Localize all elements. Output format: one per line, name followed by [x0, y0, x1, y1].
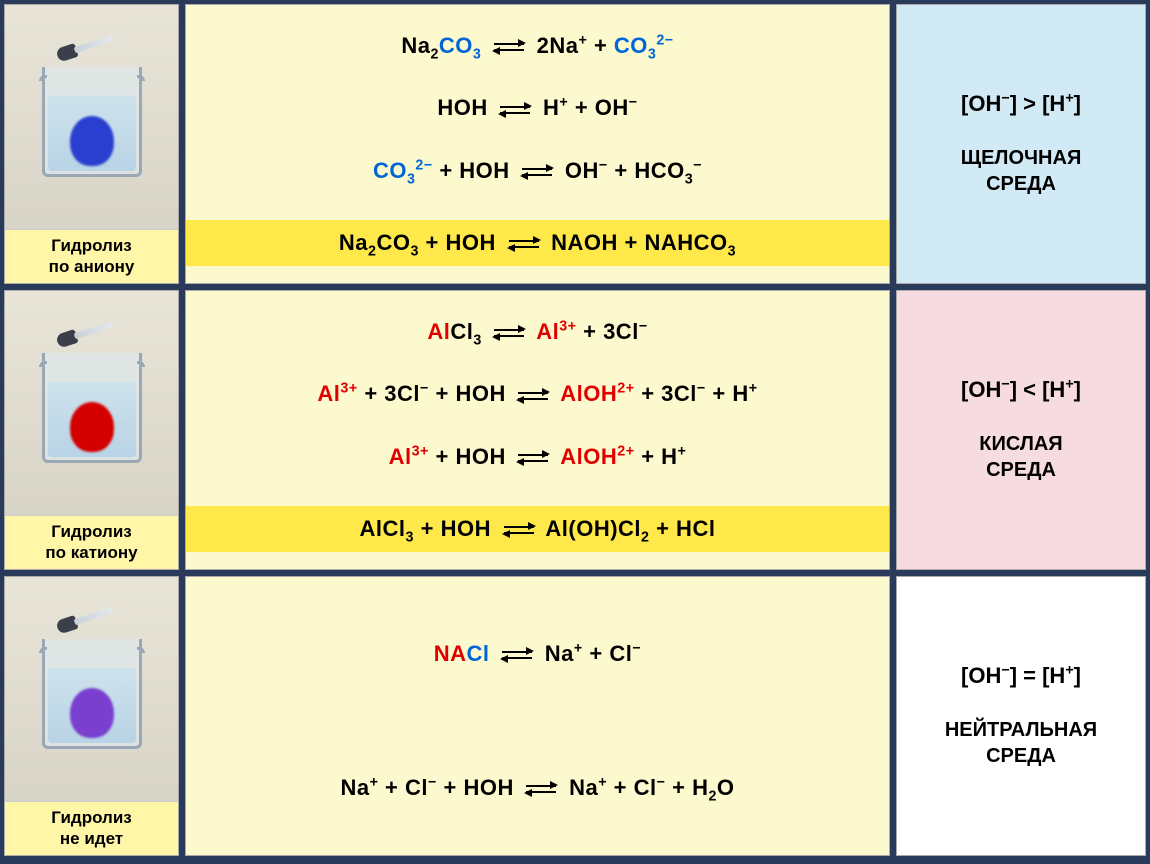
- hydrolysis-row-anion: Гидролизпо аниону Na2CO3 2Na+ + CO32− HOH …: [4, 4, 1146, 284]
- indicator-blob: [70, 402, 114, 452]
- equation-line: NACl Na+ + Cl−: [192, 641, 883, 667]
- equilibrium-arrow-icon: [516, 449, 550, 467]
- environment-cell: [OH−] = [H+] НЕЙТРАЛЬНАЯСРЕДА: [896, 576, 1146, 856]
- equilibrium-arrow-icon: [502, 521, 536, 539]
- equation-line: Na2CO3 + HOH NAOH + NAHCO3: [186, 220, 889, 266]
- equations-cell: AlCl3 Al3+ + 3Cl− Al3+ + 3Cl− + HOH AlOH2…: [185, 290, 890, 570]
- ion-condition: [OH−] = [H+]: [961, 663, 1081, 689]
- environment-label: КИСЛАЯСРЕДА: [979, 431, 1062, 483]
- equation-line: Na2CO3 2Na+ + CO32−: [192, 33, 883, 59]
- indicator-blob: [70, 688, 114, 738]
- indicator-blob: [70, 116, 114, 166]
- equilibrium-arrow-icon: [516, 387, 550, 405]
- ion-condition: [OH−] > [H+]: [961, 91, 1081, 117]
- beaker-illustration: [5, 577, 178, 801]
- beaker-icon: [42, 629, 142, 749]
- hydrolysis-type-label: Гидролизпо катиону: [5, 515, 178, 569]
- equation-line: AlCl3 + HOH Al(OH)Cl2 + HCl: [186, 506, 889, 552]
- equations-cell: NACl Na+ + Cl− Na+ + Cl− + HOH Na+ + Cl− …: [185, 576, 890, 856]
- hydrolysis-row-cation: Гидролизпо катиону AlCl3 Al3+ + 3Cl− Al3+ …: [4, 290, 1146, 570]
- equilibrium-arrow-icon: [500, 646, 534, 664]
- equilibrium-arrow-icon: [507, 235, 541, 253]
- beaker-illustration: [5, 5, 178, 229]
- equation-line: Al3+ + HOH AlOH2+ + H+: [192, 444, 883, 470]
- environment-label: НЕЙТРАЛЬНАЯСРЕДА: [945, 717, 1097, 769]
- equation-line: Na+ + Cl− + HOH Na+ + Cl− + H2O: [192, 775, 883, 801]
- environment-cell: [OH−] < [H+] КИСЛАЯСРЕДА: [896, 290, 1146, 570]
- environment-label: ЩЕЛОЧНАЯСРЕДА: [961, 145, 1082, 197]
- environment-cell: [OH−] > [H+] ЩЕЛОЧНАЯСРЕДА: [896, 4, 1146, 284]
- equilibrium-arrow-icon: [520, 163, 554, 181]
- equilibrium-arrow-icon: [492, 324, 526, 342]
- equation-line: HOH H+ + OH−: [192, 95, 883, 121]
- beaker-icon: [42, 57, 142, 177]
- hydrolysis-row-none: Гидролизне идет NACl Na+ + Cl− Na+ + Cl− +…: [4, 576, 1146, 856]
- left-cell: Гидролизпо катиону: [4, 290, 179, 570]
- left-cell: Гидролизне идет: [4, 576, 179, 856]
- ion-condition: [OH−] < [H+]: [961, 377, 1081, 403]
- equation-line: CO32− + HOH OH− + HCO3−: [192, 158, 883, 184]
- equation-line: Al3+ + 3Cl− + HOH AlOH2+ + 3Cl− + H+: [192, 381, 883, 407]
- left-cell: Гидролизпо аниону: [4, 4, 179, 284]
- equation-line: AlCl3 Al3+ + 3Cl−: [192, 319, 883, 345]
- beaker-illustration: [5, 291, 178, 515]
- hydrolysis-type-label: Гидролизпо аниону: [5, 229, 178, 283]
- equilibrium-arrow-icon: [498, 101, 532, 119]
- equations-cell: Na2CO3 2Na+ + CO32− HOH H+ + OH− CO32− + H…: [185, 4, 890, 284]
- hydrolysis-type-label: Гидролизне идет: [5, 801, 178, 855]
- equilibrium-arrow-icon: [492, 38, 526, 56]
- equilibrium-arrow-icon: [524, 780, 558, 798]
- beaker-icon: [42, 343, 142, 463]
